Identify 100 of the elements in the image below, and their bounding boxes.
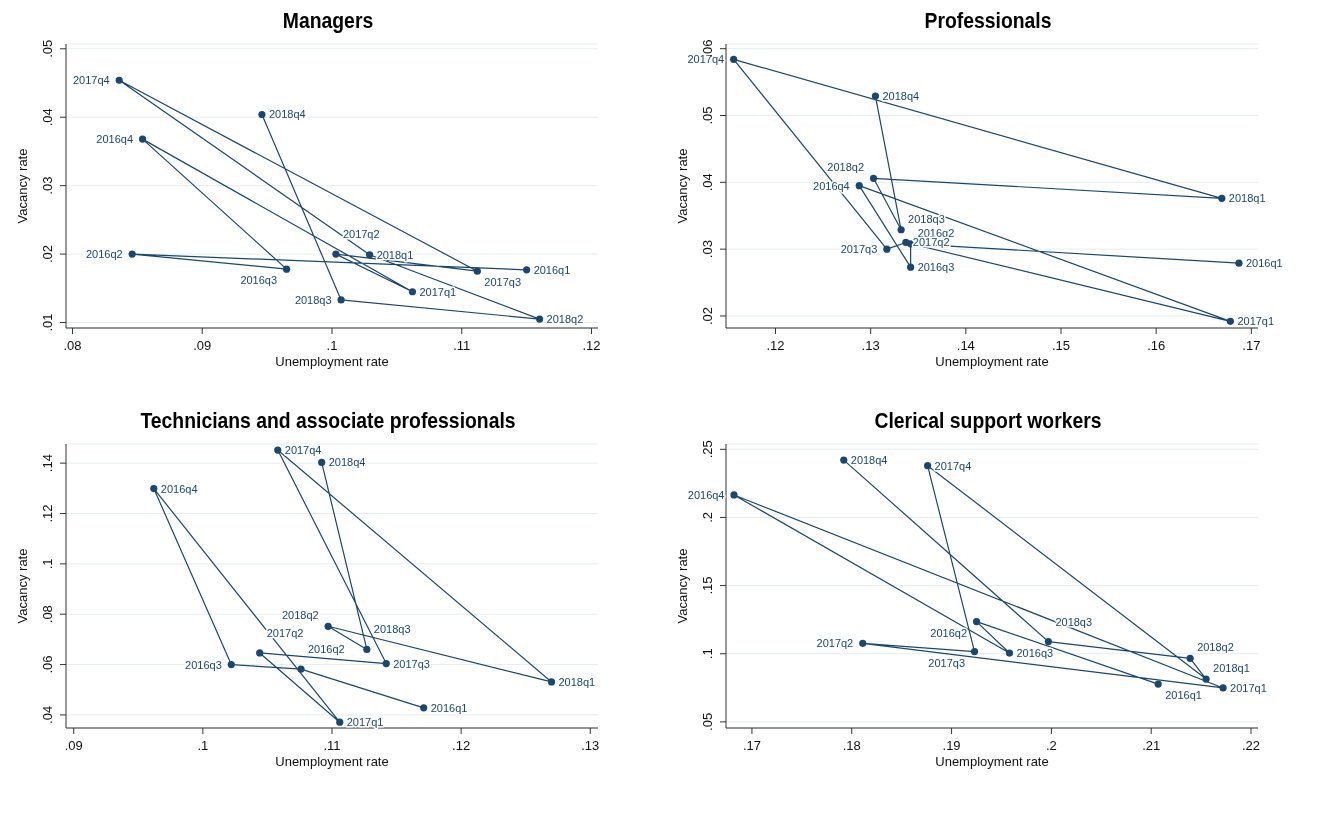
annotation: 2016q1 <box>430 701 468 714</box>
point <box>972 617 981 626</box>
x-tick-label: .09 <box>64 738 83 753</box>
point <box>337 296 345 304</box>
annotation: 2018q2 <box>827 161 865 174</box>
y-tick-label: .08 <box>40 605 55 624</box>
annotation: 2018q2 <box>1197 641 1234 654</box>
annotation: 2016q4 <box>160 482 198 495</box>
annotation: 2018q4 <box>850 454 888 467</box>
annotation: 2016q2 <box>917 226 955 239</box>
point <box>115 76 123 84</box>
point <box>332 250 340 258</box>
annotation: 2018q3 <box>908 212 945 225</box>
y-tick-label: .05 <box>40 39 55 58</box>
annotation: 2017q2 <box>266 626 304 639</box>
annotation: 2016q1 <box>1245 257 1283 270</box>
x-tick-label: .14 <box>956 338 975 353</box>
annotation: 2016q3 <box>240 274 278 287</box>
point <box>256 649 264 657</box>
annotation: 2016q2 <box>930 626 968 639</box>
point <box>1235 259 1243 267</box>
point <box>897 226 905 234</box>
annotation: 2018q1 <box>1213 662 1250 675</box>
x-tick-label: .08 <box>63 338 82 353</box>
point <box>871 92 880 100</box>
y-axis-title: Vacancy rate <box>674 148 690 224</box>
annotation: 2018q3 <box>1055 615 1093 628</box>
point <box>297 665 305 673</box>
point <box>840 456 848 464</box>
x-tick-label: .12 <box>582 338 601 353</box>
x-tick-label: .22 <box>1241 738 1261 753</box>
y-tick-label: .2 <box>700 512 715 523</box>
y-tick-label: .02 <box>40 245 55 264</box>
annotation: 2017q4 <box>934 459 972 472</box>
point <box>1218 194 1226 202</box>
annotation: 2017q2 <box>342 228 380 241</box>
point <box>227 660 235 669</box>
annotation: 2017q3 <box>840 243 878 256</box>
annotation: 2018q2 <box>281 609 319 622</box>
annotation: 2016q1 <box>533 263 571 276</box>
y-tick-label: .25 <box>700 440 715 459</box>
y-tick-label: .15 <box>700 576 715 595</box>
annotation: 2017q3 <box>393 657 430 670</box>
point <box>730 491 738 499</box>
x-tick-label: .11 <box>323 738 341 753</box>
point <box>324 622 332 630</box>
point <box>258 110 266 119</box>
point <box>1005 649 1014 657</box>
annotation: 2016q4 <box>96 133 134 146</box>
y-tick-label: .01 <box>40 313 55 332</box>
annotation: 2017q1 <box>1230 681 1267 694</box>
y-axis-title: Vacancy rate <box>14 548 30 624</box>
x-tick-label: .17 <box>1242 338 1261 353</box>
annotation: 2017q4 <box>284 444 322 457</box>
point <box>336 718 344 726</box>
point <box>128 250 136 258</box>
point <box>730 55 738 63</box>
annotation: 2018q3 <box>294 293 332 306</box>
x-tick-label: .13 <box>861 338 880 353</box>
point <box>1226 317 1234 325</box>
x-tick-label: .1 <box>197 738 209 753</box>
point <box>859 639 867 647</box>
annotation: 2018q4 <box>328 456 366 469</box>
point <box>1186 654 1194 662</box>
y-tick-label: .1 <box>700 648 715 660</box>
point <box>907 263 915 271</box>
y-tick-label: .04 <box>700 173 715 192</box>
point <box>318 458 326 466</box>
y-tick-label: .04 <box>40 705 55 724</box>
y-tick-label: .06 <box>40 655 55 674</box>
point <box>924 462 932 470</box>
x-tick-label: .13 <box>581 738 600 753</box>
annotation: 2016q2 <box>85 248 123 261</box>
point <box>138 135 147 143</box>
x-axis-title: Unemployment rate <box>935 354 1049 369</box>
x-tick-label: .11 <box>453 338 471 353</box>
point <box>523 266 531 274</box>
point <box>366 251 374 259</box>
chart-title: Professionals <box>923 8 1053 35</box>
point <box>902 238 910 247</box>
x-tick-label: .18 <box>842 738 861 753</box>
point <box>547 678 556 686</box>
point <box>150 484 158 493</box>
annotation: 2017q4 <box>73 74 110 87</box>
annotation: 2017q1 <box>419 285 457 298</box>
x-tick-label: .16 <box>1147 338 1166 353</box>
point <box>282 265 291 273</box>
y-tick-label: .1 <box>40 558 55 570</box>
annotation: 2016q3 <box>917 261 955 274</box>
point <box>382 659 390 668</box>
annotation: 2017q3 <box>928 656 966 669</box>
annotation: 2018q2 <box>546 313 584 326</box>
y-tick-label: .03 <box>700 240 715 259</box>
annotation: 2018q3 <box>373 623 411 636</box>
point <box>473 267 481 275</box>
point <box>869 174 878 182</box>
x-tick-label: .21 <box>1142 738 1161 753</box>
x-axis-title: Unemployment rate <box>275 754 389 769</box>
y-tick-label: .03 <box>40 176 55 195</box>
y-tick-label: .12 <box>40 504 55 523</box>
